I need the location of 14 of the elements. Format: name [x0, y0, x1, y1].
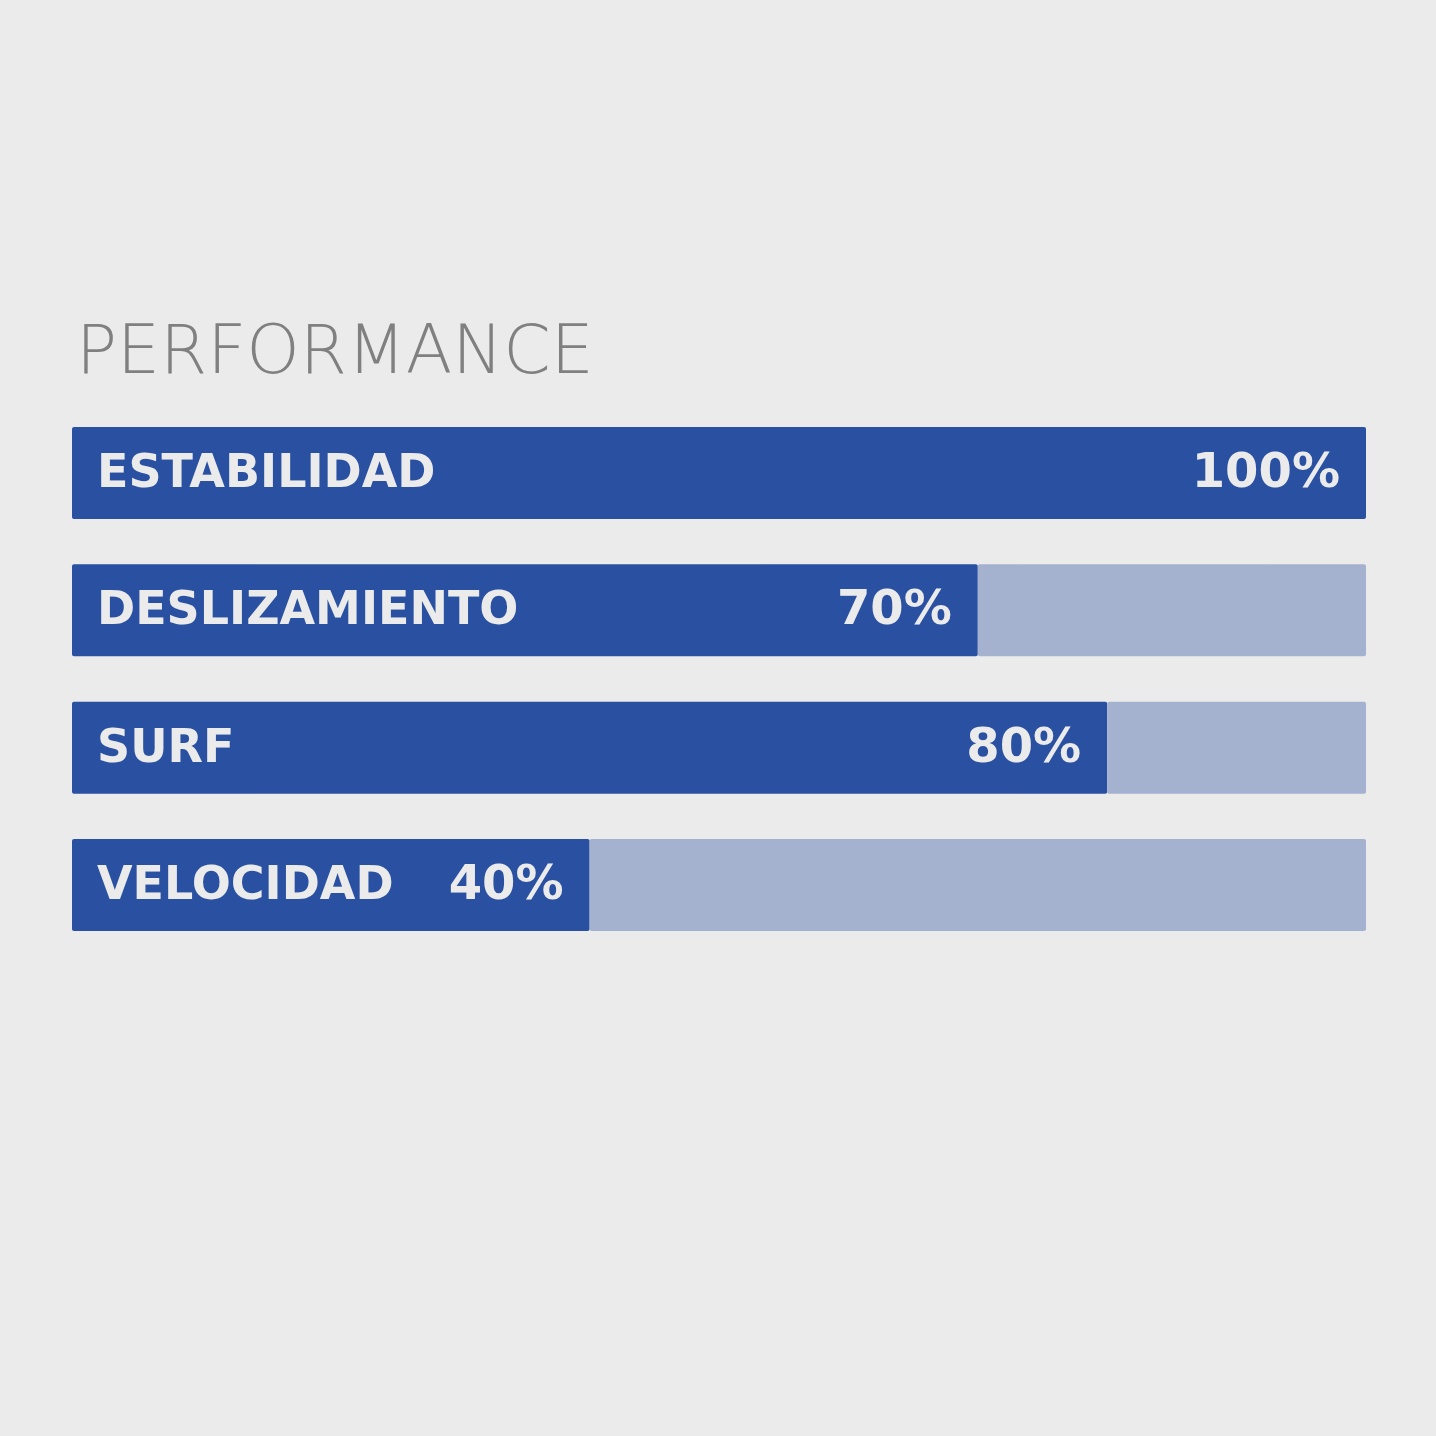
y-tick-label: ESTABILIDAD — [97, 444, 436, 499]
y-tick-label: SURF — [97, 718, 235, 773]
y-tick-label: DESLIZAMIENTO — [97, 581, 519, 636]
data-label: 100% — [1191, 442, 1340, 499]
bar — [1107, 701, 1366, 794]
data-label: 80% — [966, 716, 1082, 773]
data-label: 70% — [836, 579, 952, 636]
bar — [72, 701, 1108, 794]
bar — [977, 564, 1366, 657]
bar — [72, 427, 1366, 520]
y-tick-label: VELOCIDAD — [97, 855, 394, 910]
chart-title: PERFORMANCE — [76, 310, 594, 389]
bar — [589, 838, 1366, 931]
data-label: 40% — [448, 853, 564, 910]
